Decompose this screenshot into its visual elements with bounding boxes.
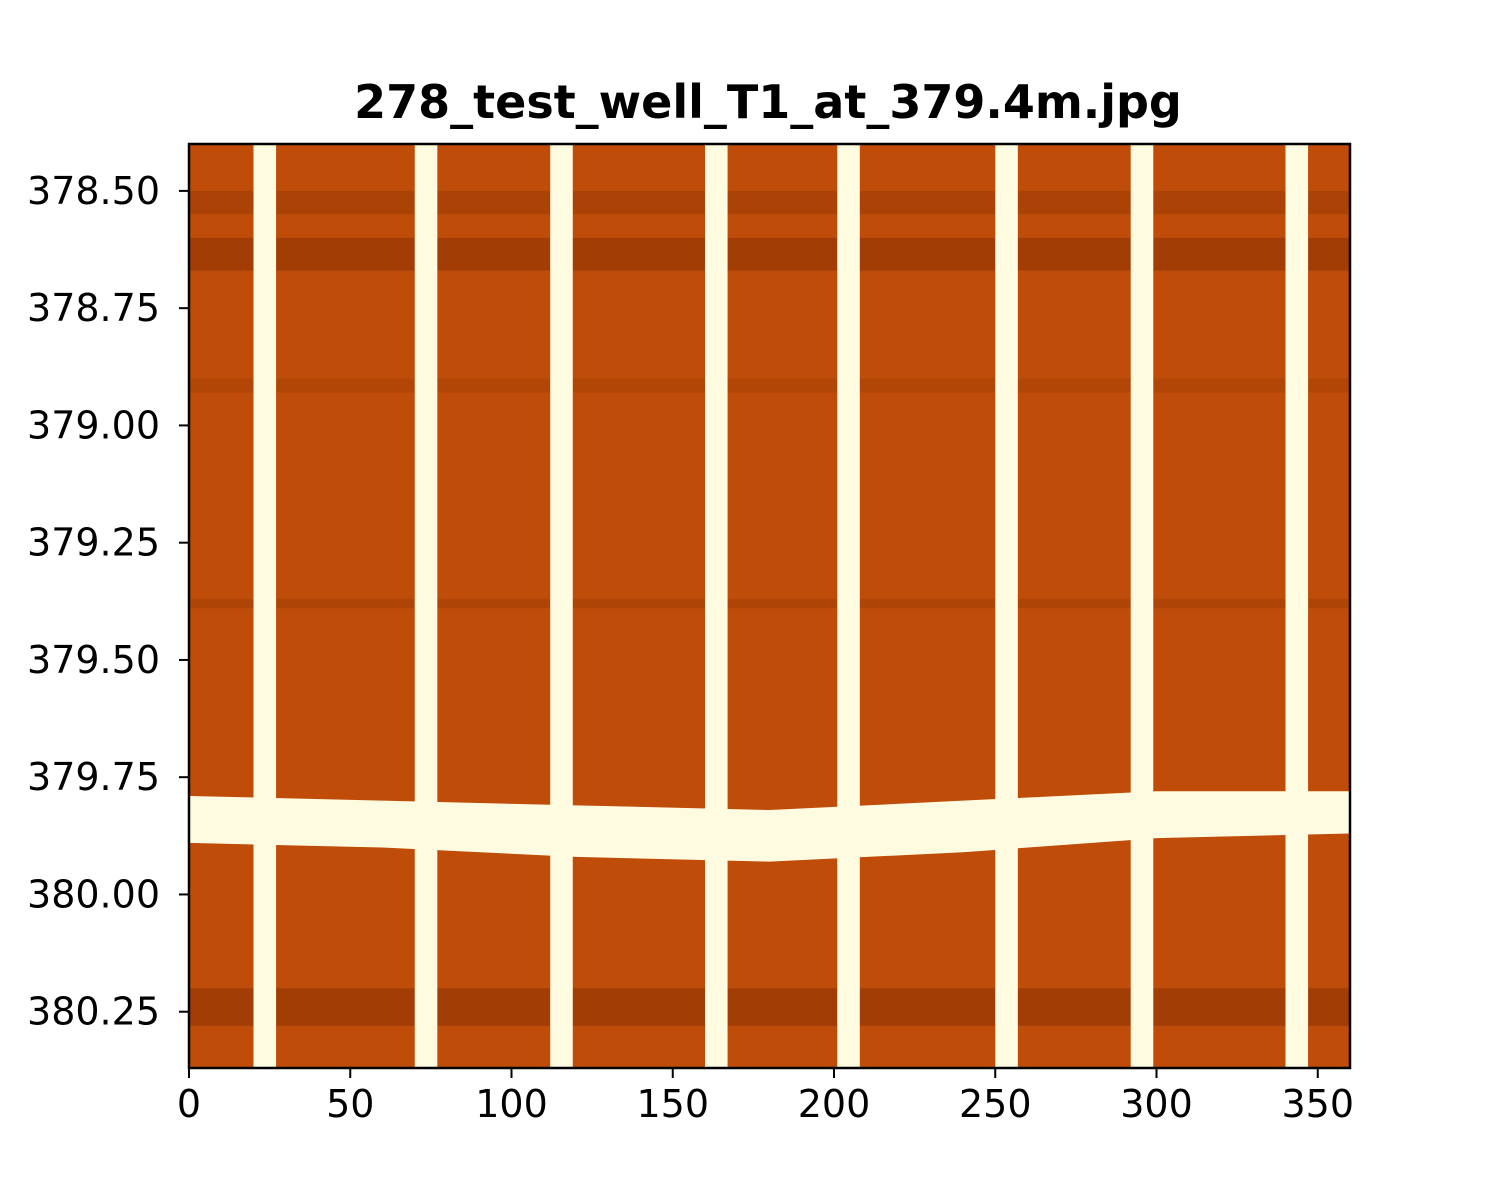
plot-frame [187,142,1352,1070]
y-tick-label-1: 378.75 [27,286,160,330]
y-tick-label-2: 379.00 [27,403,160,447]
vertical-stripe-5 [995,144,1018,1068]
dark-band-4 [189,988,1350,1026]
dark-band-1 [189,237,1350,271]
dark-band-2 [189,378,1350,393]
x-tick-label-3: 150 [636,1082,709,1126]
dark-band-3 [189,598,1350,609]
x-axis: 0 50 100 150 200 250 300 350 [177,1068,1354,1126]
vertical-stripe-3 [705,144,728,1068]
dark-bands [189,190,1350,1026]
vertical-stripe-4 [837,144,860,1068]
x-tick-label-5: 250 [959,1082,1032,1126]
x-tick-label-0: 0 [177,1082,201,1126]
y-tick-label-6: 380.00 [27,872,160,916]
y-tick-label-3: 379.25 [27,521,160,565]
chart-title: 278_test_well_T1_at_379.4m.jpg [354,75,1182,129]
plot-area [189,144,1350,1068]
heatmap-background [189,144,1350,1068]
y-tick-label-5: 379.75 [27,755,160,799]
y-tick-label-4: 379.50 [27,638,160,682]
y-tick-label-7: 380.25 [27,990,160,1034]
horizontal-band [189,791,1350,862]
vertical-stripe-0 [253,144,277,1068]
y-axis: 378.50 378.75 379.00 379.25 379.50 379.75 380.… [27,169,189,1034]
y-tick-label-0: 378.50 [27,169,160,213]
x-tick-label-2: 100 [475,1082,548,1126]
vertical-stripe-1 [414,144,438,1068]
vertical-stripe-6 [1130,144,1154,1068]
dark-band-0 [189,190,1350,215]
vertical-stripe-7 [1285,144,1309,1068]
x-tick-label-4: 200 [798,1082,871,1126]
x-tick-label-6: 300 [1120,1082,1193,1126]
x-tick-label-7: 350 [1281,1082,1354,1126]
vertical-stripe-2 [550,144,573,1068]
x-tick-label-1: 50 [326,1082,374,1126]
